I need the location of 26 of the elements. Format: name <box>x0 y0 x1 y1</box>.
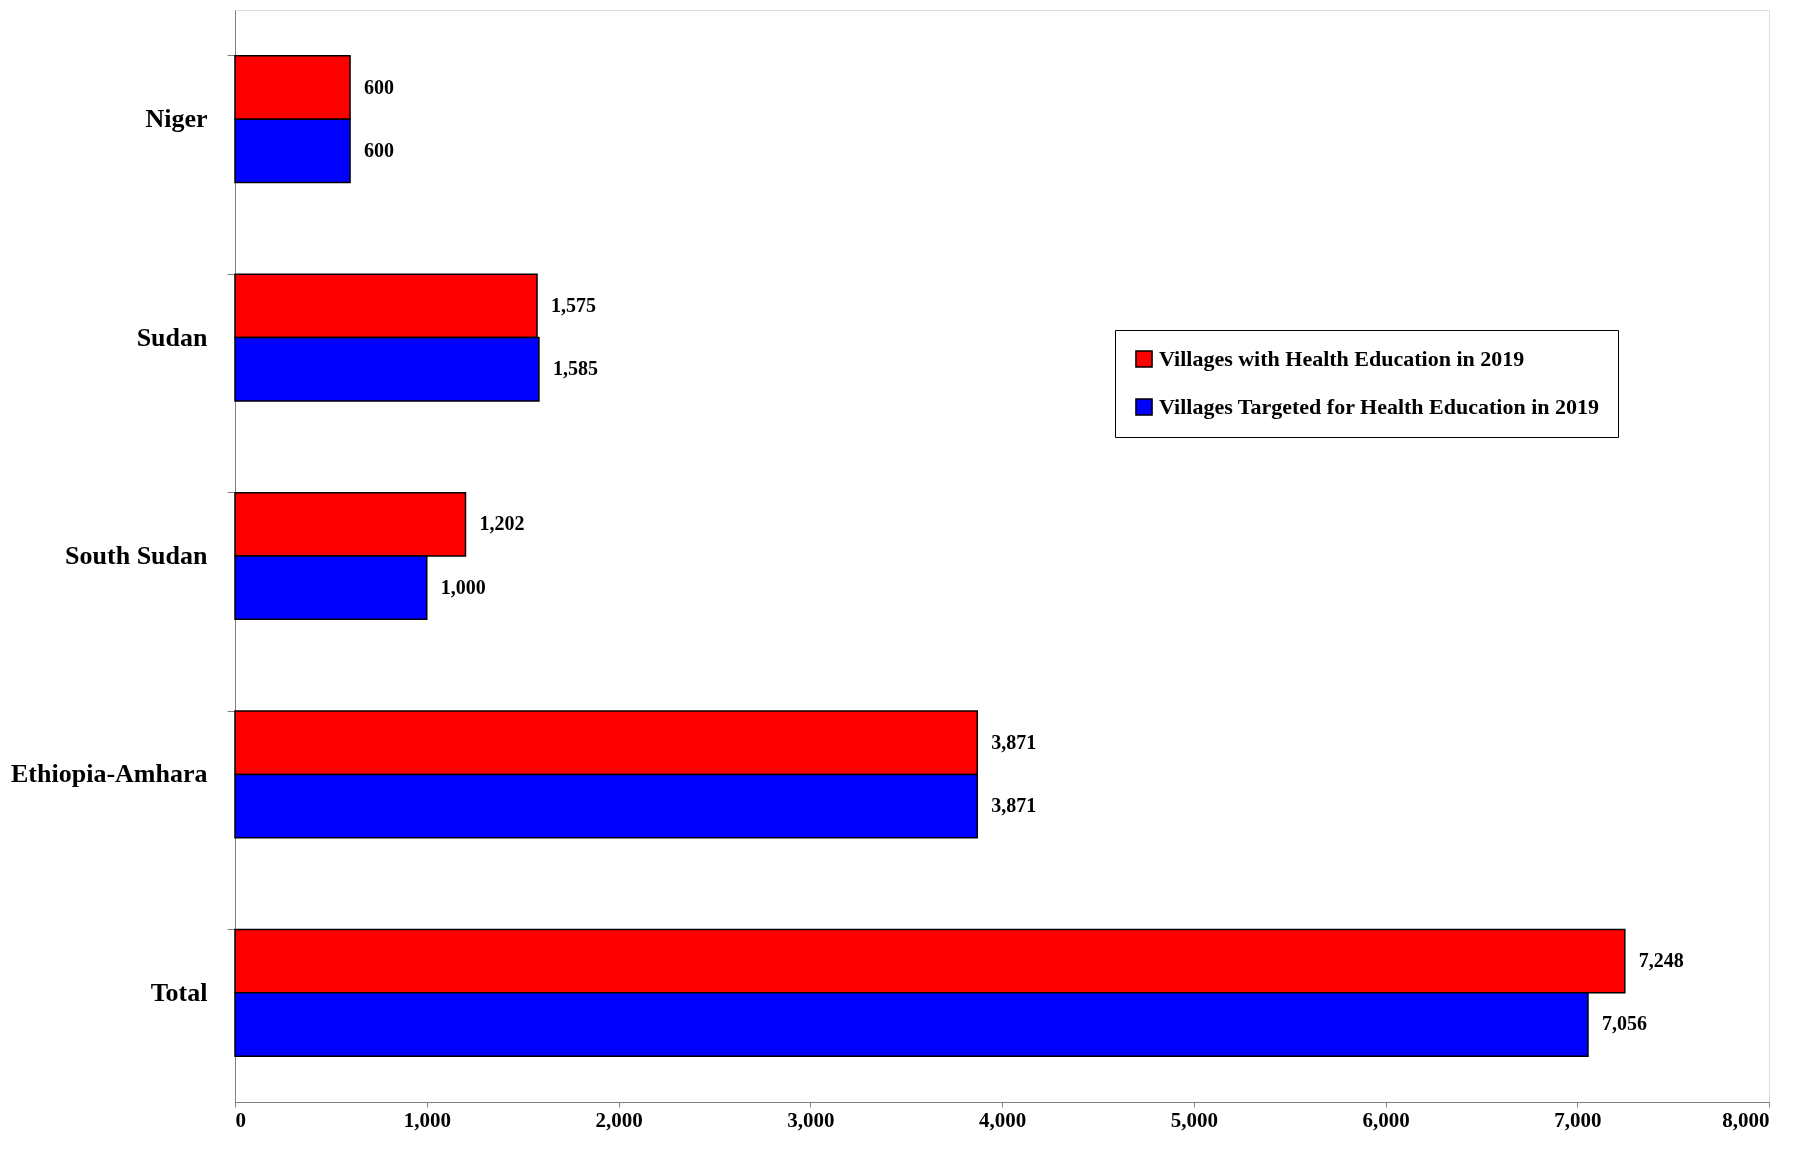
y-tick-label: Niger <box>145 104 208 134</box>
y-tick-label: South Sudan <box>65 541 209 570</box>
data-label: 600 <box>364 138 395 161</box>
x-tick-label: 1,000 <box>403 1107 451 1132</box>
data-label: 3,871 <box>991 794 1037 817</box>
x-tick-label: 3,000 <box>787 1107 835 1132</box>
data-label: 1,575 <box>551 293 597 316</box>
x-tick-label: 5,000 <box>1170 1107 1218 1132</box>
data-label: 1,202 <box>479 512 525 535</box>
data-label: 7,056 <box>1601 1012 1647 1035</box>
data-label: 1,585 <box>552 357 598 380</box>
x-tick-label: 8,000 <box>1722 1107 1770 1132</box>
x-tick-label: 2,000 <box>595 1107 643 1132</box>
data-label: 600 <box>364 75 395 98</box>
x-tick-label: 4,000 <box>978 1107 1027 1132</box>
x-tick-label: 0 <box>235 1107 246 1132</box>
y-tick-label: Ethiopia-Amhara <box>11 759 208 789</box>
y-tick-label: Total <box>150 977 208 1007</box>
legend-label: Villages with Health Education in 2019 <box>1159 346 1525 371</box>
data-label: 7,248 <box>1638 949 1684 972</box>
x-tick-label: 7,000 <box>1554 1107 1602 1132</box>
legend-label: Villages Targeted for Health Education in 2019 <box>1159 394 1600 419</box>
y-tick-label: Sudan <box>136 322 209 352</box>
data-label: 3,871 <box>991 730 1037 753</box>
data-label: 1,000 <box>440 575 486 598</box>
x-tick-label: 6,000 <box>1362 1107 1410 1132</box>
